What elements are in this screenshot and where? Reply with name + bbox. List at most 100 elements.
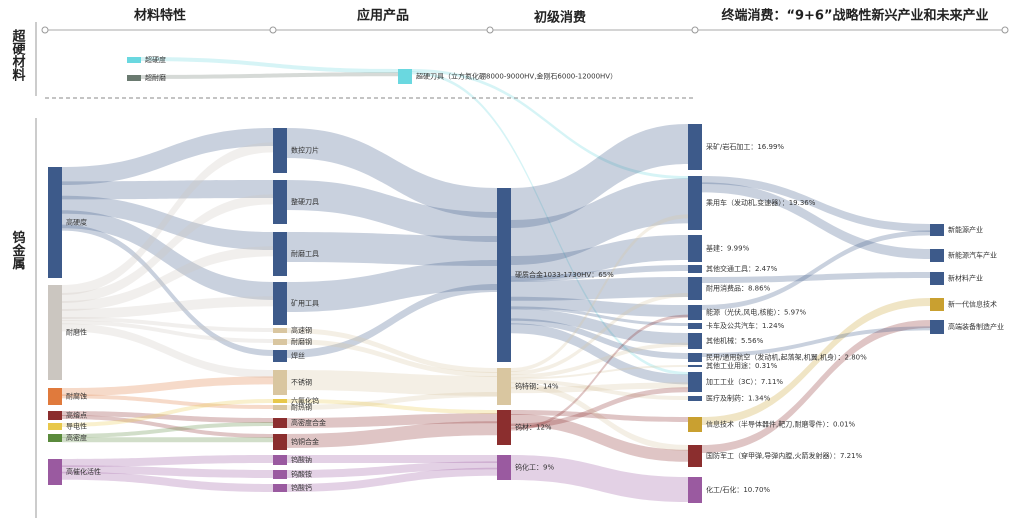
flow-link: [141, 57, 398, 73]
node-label: 耐磨工具: [291, 249, 319, 258]
flow-link: [511, 382, 688, 394]
node-label: 钨材：12%: [515, 423, 552, 432]
flow-link: [511, 318, 688, 359]
flow-link: [287, 370, 497, 396]
node-bar: [48, 434, 62, 442]
flow-link: [62, 415, 273, 438]
flow-link: [287, 232, 497, 266]
node-bar: [127, 75, 141, 81]
flow-link: [62, 210, 273, 300]
flow-link: [702, 326, 930, 357]
flow-link: [511, 323, 688, 385]
flow-link: [62, 194, 273, 303]
node-bar: [273, 339, 287, 345]
node-label: 导电性: [66, 422, 87, 431]
node-bar: [688, 277, 702, 300]
flow-link: [62, 224, 273, 356]
flow-link: [511, 308, 688, 345]
node-label: 乘用车（发动机,变速器）：19.36%: [706, 198, 816, 207]
node-label: 能源（光伏,风电,核能）：5.97%: [706, 308, 807, 317]
node-bar: [930, 272, 944, 285]
node-bar: [48, 423, 62, 430]
flow-link: [62, 142, 273, 295]
node-label: 新一代信息技术: [948, 300, 997, 309]
node-bar: [688, 353, 702, 362]
flow-link: [62, 195, 273, 250]
flow-link: [62, 180, 273, 200]
node-label: 超耐磨: [145, 73, 166, 82]
node-label: 耐磨钢: [291, 337, 312, 346]
flow-link: [287, 413, 497, 428]
node-bar: [273, 418, 287, 428]
node-label: 新能源产业: [948, 225, 983, 234]
node-bar: [273, 484, 287, 492]
node-label: 高密度合金: [291, 418, 326, 427]
flow-link: [62, 437, 273, 443]
flow-link: [62, 246, 273, 311]
flow-link: [62, 320, 273, 343]
node-label: 其他工业用途：0.31%: [706, 361, 778, 370]
flow-link: [412, 71, 688, 376]
flow-link: [287, 421, 497, 448]
flow-link: [287, 328, 497, 373]
node-label: 超硬刀具（立方氮化硼8000-9000HV,金刚石6000-12000HV）: [416, 72, 617, 81]
flow-link: [62, 399, 273, 427]
flow-link: [511, 214, 688, 372]
node-label: 耐热钢: [291, 403, 312, 412]
flow-link: [287, 339, 497, 377]
node-label: 整硬刀具: [291, 197, 319, 206]
node-bar: [688, 235, 702, 262]
node-label: 其他机械：5.56%: [706, 336, 764, 345]
flow-link: [511, 124, 688, 228]
flow-link: [702, 176, 930, 232]
node-bar: [497, 410, 511, 445]
flow-link: [511, 265, 688, 282]
flow-link: [141, 72, 398, 79]
node-bar: [688, 396, 702, 401]
flow-link: [287, 180, 497, 242]
flow-link: [511, 414, 688, 462]
flow-link: [511, 365, 688, 380]
node-label: 高催化活性: [66, 467, 101, 476]
node-label: 加工工业（3C）：7.11%: [706, 377, 783, 386]
node-label: 医疗及制药：1.34%: [706, 394, 771, 403]
node-bar: [48, 459, 62, 485]
node-bar: [688, 323, 702, 329]
node-bar: [48, 285, 62, 380]
flow-link: [62, 323, 273, 378]
node-bar: [273, 434, 287, 450]
node-bar: [930, 320, 944, 334]
column-header: 初级消费: [534, 10, 586, 26]
links: [62, 57, 930, 502]
node-label: 焊丝: [291, 351, 305, 360]
flow-link: [62, 471, 273, 492]
node-label: 高密度: [66, 433, 87, 442]
node-bar: [273, 399, 287, 403]
node-bar: [497, 368, 511, 405]
node-bar: [930, 298, 944, 311]
node-label: 高速钢: [291, 326, 312, 335]
node-label: 六氟化钨: [291, 396, 319, 405]
flow-link: [511, 387, 688, 429]
flow-link: [511, 382, 688, 451]
node-bar: [273, 470, 287, 479]
node-bar: [48, 411, 62, 420]
column-header: 终端消费：“9+6”战略性新兴产业和未来产业: [721, 8, 988, 24]
node-bar: [930, 249, 944, 262]
flow-link: [702, 230, 930, 310]
flow-link: [702, 272, 930, 283]
flow-link: [511, 410, 688, 422]
node-label: 钨酸钠: [291, 455, 312, 464]
column-header: 应用产品: [357, 8, 409, 24]
flow-link: [287, 399, 497, 414]
flow-link: [511, 379, 688, 400]
node-bar: [273, 128, 287, 173]
node-label: 民用/通用航空（发动机,起落架,机翼,机身）：2.80%: [706, 353, 867, 362]
node-bar: [273, 370, 287, 395]
flow-link: [511, 296, 688, 317]
flow-link: [511, 314, 688, 431]
node-label: 钨铜合金: [291, 437, 319, 446]
flow-link: [511, 455, 688, 502]
node-bar: [273, 455, 287, 465]
